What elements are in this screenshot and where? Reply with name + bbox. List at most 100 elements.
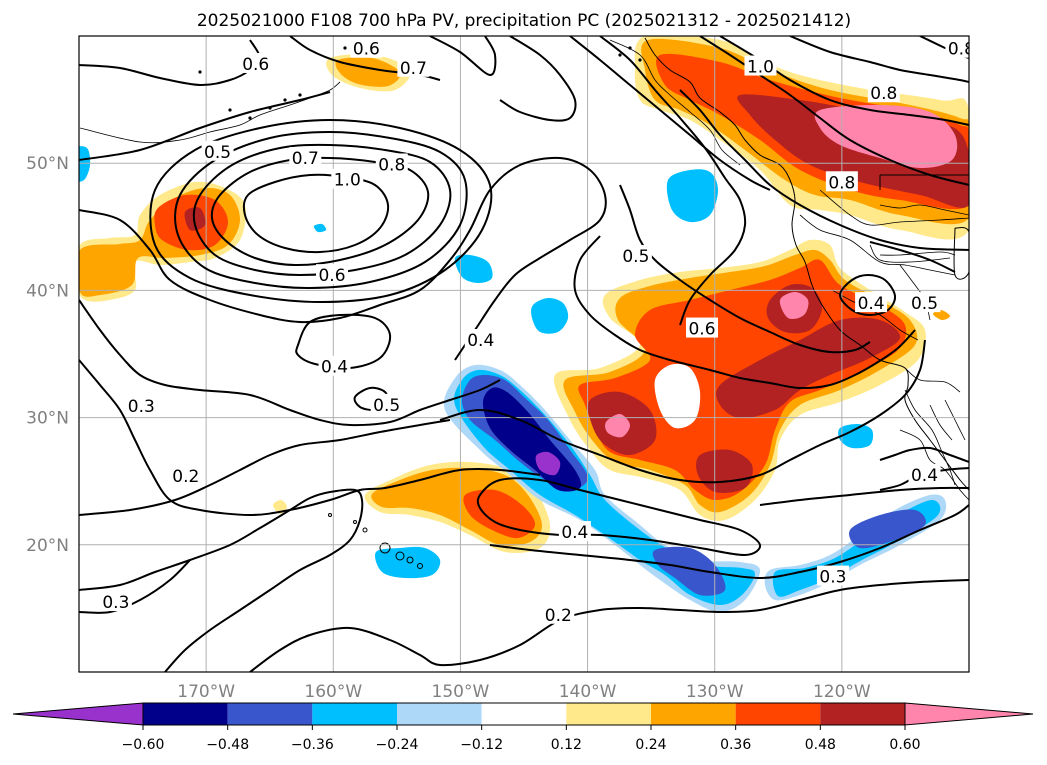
y-tick-label: 30°N [26,409,69,429]
border [799,214,956,276]
contour-label: 0.3 [102,593,129,613]
contour-label-bg [619,245,652,266]
island [628,46,632,50]
pv-contour [476,477,762,557]
contour-label: 0.4 [467,331,494,351]
pv-contour [79,156,607,361]
precip-neg-area [454,254,493,284]
precip-neg-area [666,169,718,223]
pv-contour [79,359,541,517]
pv-contour [699,36,969,186]
pv-contour [249,579,969,672]
pv-contour [79,419,451,516]
pv-contour [789,36,969,83]
island [248,116,252,120]
precip-pc-fills [79,36,969,612]
x-tick-label: 140°W [559,682,617,702]
colorbar-segment [820,703,905,725]
colorbar-segment [312,703,397,725]
pv-contour [489,504,969,580]
contour-label-bg [464,329,497,350]
precip-hole [654,363,701,429]
contour-label: 0.6 [688,320,715,340]
y-tick-label: 50°N [26,154,69,174]
contour-label: 0.7 [292,149,319,169]
contour-label-bg [825,171,858,192]
colorbar-segment [481,703,567,725]
contour-label-bg [169,465,202,486]
pv-contour [79,299,501,427]
border [944,399,966,441]
colorbar-extend-high [904,702,1034,726]
contour-label: 0.6 [242,55,269,75]
pv-contour [149,118,493,304]
contour-label-bg [239,52,272,73]
contour-label-bg [686,317,718,338]
pv-contour [573,235,916,390]
contour-label: 0.4 [321,358,348,378]
contour-label-bg [908,292,941,313]
pv-contour [242,173,390,254]
island [362,527,368,533]
colorbar-segment [397,703,482,725]
colorbar-segment [651,703,736,725]
contour-label: 0.4 [561,523,588,543]
x-tick-label: 170°W [177,682,235,702]
pv-contour [439,339,926,484]
contour-label: 0.4 [858,294,885,314]
precip-area [814,104,958,169]
contour-label-bg [331,168,364,189]
contour-label: 0.3 [128,397,155,417]
island [638,58,642,62]
pv-contour [295,313,392,370]
precip-neg-area [79,146,91,182]
contour-label-bg [397,56,430,77]
colorbar-tick-label: 0.24 [635,737,666,753]
x-tick-label: 130°W [686,682,744,702]
colorbar-tick-label: −0.36 [291,737,334,753]
colorbar-tick-label: 0.12 [551,737,582,753]
contour-label: 1.0 [334,171,361,191]
contour-label: 0.8 [378,155,405,175]
island [353,520,357,524]
colorbar-tick-label: 0.48 [805,737,836,753]
x-tick-label: 150°W [432,682,490,702]
contour-label: 0.5 [622,247,649,267]
contour-label-bg [542,603,575,624]
pv-contours [79,36,969,672]
precip-neg-area [652,546,726,596]
colorbar-tick-label: −0.60 [122,737,165,753]
coastline [609,39,741,166]
y-tick-label: 40°N [26,281,69,301]
precip-neg-area [313,223,327,233]
border [953,227,969,280]
colorbar-tick-label: −0.12 [460,737,503,753]
contour-label: 0.8 [828,173,855,193]
island [283,98,287,102]
border [879,251,956,256]
colorbar-segment [566,703,651,725]
contour-label: 0.3 [819,568,846,588]
contour-label: 0.2 [545,606,572,626]
pv-contour [192,143,452,277]
contour-label-bg [350,37,383,58]
island [228,108,232,112]
map-frame [78,35,970,673]
border [819,189,969,226]
colorbar: −0.60 −0.48 −0.36 −0.24 −0.12 0.12 0.24 0.36 0.4… [12,702,1034,753]
contour-label-bg [908,463,941,484]
island [395,551,405,561]
pv-contour [174,130,468,290]
contour-label: 0.6 [353,40,380,60]
chart-title: 2025021000 F108 700 hPa PV, precipitatio… [197,11,851,31]
pv-contour [79,91,331,161]
contour-label: 0.2 [172,467,199,487]
colorbar-segment [227,703,313,725]
contour-label: 1.0 [747,58,774,78]
colorbar-tick-label: −0.48 [206,737,249,753]
contour-label: 0.5 [373,396,400,416]
coastline [644,37,969,491]
contour-label-bg [867,82,900,103]
border [904,367,961,393]
contour-label-bg [125,395,158,416]
